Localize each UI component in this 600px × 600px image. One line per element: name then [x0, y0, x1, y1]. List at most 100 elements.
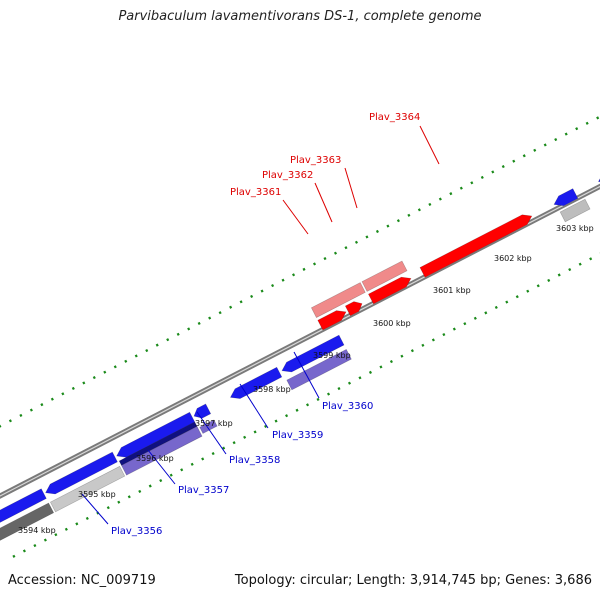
- gene-feature[interactable]: [0, 502, 55, 550]
- tick-dot: [169, 473, 173, 477]
- tick-dot: [337, 387, 341, 391]
- gene-label[interactable]: Plav_3363: [290, 155, 341, 166]
- gene-feature[interactable]: [596, 156, 600, 187]
- map-title: Parvibaculum lavamentivorans DS-1, compl…: [118, 9, 482, 24]
- tick-dot: [564, 132, 568, 136]
- tick-dot: [124, 359, 128, 363]
- accession-text: Accession: NC_009719: [8, 573, 156, 588]
- tick-dot: [333, 251, 338, 255]
- tick-dot: [222, 446, 226, 450]
- gene-feature[interactable]: [361, 260, 408, 292]
- gene-feature[interactable]: [228, 366, 283, 402]
- tick-label: 3594 kbp: [18, 526, 56, 535]
- gene-feature[interactable]: [279, 334, 345, 375]
- tick-dot: [438, 197, 442, 201]
- gene-feature[interactable]: [114, 411, 196, 461]
- tick-dot: [12, 554, 16, 558]
- gene-label[interactable]: Plav_3362: [262, 170, 313, 181]
- gene-feature[interactable]: [121, 426, 203, 476]
- gene-feature[interactable]: [552, 188, 579, 210]
- tick-dot: [459, 186, 463, 190]
- tick-dot: [260, 289, 264, 293]
- tick-dot: [449, 192, 453, 196]
- tick-dot: [218, 311, 222, 315]
- tick-label: 3600 kbp: [373, 319, 411, 328]
- leader-line: [344, 167, 358, 209]
- genome-backbone: [0, 183, 600, 499]
- gene-label[interactable]: Plav_3361: [230, 187, 281, 198]
- tick-label: 3602 kbp: [494, 254, 532, 263]
- gene-feature[interactable]: [368, 273, 413, 305]
- tick-dot: [117, 500, 121, 504]
- leader-line: [147, 449, 176, 485]
- tick-dot: [491, 170, 495, 174]
- gene-label[interactable]: Plav_3358: [229, 455, 280, 466]
- tick-dot: [557, 273, 561, 277]
- gene-label[interactable]: Plav_3359: [272, 430, 323, 441]
- tick-dot: [505, 300, 509, 304]
- tick-label: 3598 kbp: [253, 385, 291, 394]
- tick-dot: [295, 408, 299, 412]
- tick-dot: [232, 441, 236, 445]
- gene-feature[interactable]: [286, 348, 352, 391]
- tick-dot: [92, 376, 96, 380]
- gene-feature[interactable]: [317, 307, 349, 331]
- gene-feature[interactable]: [310, 282, 366, 318]
- tick-dot: [431, 338, 435, 342]
- gene-feature[interactable]: [559, 198, 591, 223]
- tick-dot: [180, 468, 184, 472]
- tick-dot-rows: [0, 116, 600, 558]
- tick-dot: [82, 381, 86, 385]
- gene-feature[interactable]: [0, 488, 47, 535]
- tick-dot: [375, 229, 379, 234]
- tick-dot: [596, 116, 600, 120]
- tick-dot: [274, 419, 278, 423]
- gene-label[interactable]: Plav_3356: [111, 526, 162, 537]
- tick-label: 3595 kbp: [78, 490, 116, 499]
- tick-dot: [138, 489, 142, 493]
- tick-dot: [323, 256, 327, 261]
- tick-dot: [417, 208, 421, 212]
- tick-dot: [201, 457, 205, 461]
- tick-dot: [148, 484, 152, 488]
- gene-labels[interactable]: Plav_3356 Plav_3357 Plav_3358 Plav_3359 Plav…: [111, 112, 420, 537]
- gene-feature[interactable]: [199, 419, 218, 434]
- tick-dot: [494, 305, 498, 310]
- tick-dot: [64, 527, 68, 531]
- gene-features[interactable]: [0, 156, 600, 550]
- gene-feature[interactable]: [49, 465, 126, 513]
- tick-dot: [442, 332, 446, 337]
- tick-dot: [396, 219, 400, 223]
- tick-dot: [43, 538, 47, 542]
- tick-dot: [85, 516, 89, 521]
- tick-dot: [134, 354, 138, 358]
- tick-dot: [407, 213, 411, 217]
- tick-label: 3597 kbp: [195, 419, 233, 428]
- tick-dot: [410, 349, 414, 353]
- leader-line: [239, 383, 269, 429]
- gene-feature[interactable]: [344, 299, 364, 317]
- tick-dot: [365, 235, 369, 239]
- gene-feature[interactable]: [43, 451, 118, 498]
- leader-line: [293, 351, 320, 399]
- leader-line: [314, 182, 333, 223]
- gene-feature[interactable]: [419, 211, 534, 278]
- tick-dot: [190, 462, 194, 466]
- tick-dot: [473, 316, 477, 320]
- tick-dot: [452, 327, 456, 331]
- tick-dot: [575, 127, 579, 131]
- tick-dot: [208, 316, 212, 320]
- gene-label[interactable]: Plav_3364: [369, 112, 420, 123]
- tick-dot: [480, 175, 484, 179]
- tick-dot: [285, 414, 289, 418]
- gene-label[interactable]: Plav_3360: [322, 401, 373, 412]
- tick-dot: [113, 365, 117, 369]
- tick-dot: [106, 506, 110, 510]
- tick-label: 3599 kbp: [313, 351, 351, 360]
- tick-dot: [533, 148, 537, 152]
- gene-feature[interactable]: [118, 421, 198, 466]
- tick-dot: [155, 343, 159, 347]
- tick-dot: [389, 359, 393, 364]
- gene-label[interactable]: Plav_3357: [178, 485, 229, 496]
